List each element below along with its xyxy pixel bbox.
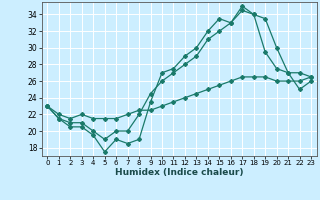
X-axis label: Humidex (Indice chaleur): Humidex (Indice chaleur) xyxy=(115,168,244,177)
